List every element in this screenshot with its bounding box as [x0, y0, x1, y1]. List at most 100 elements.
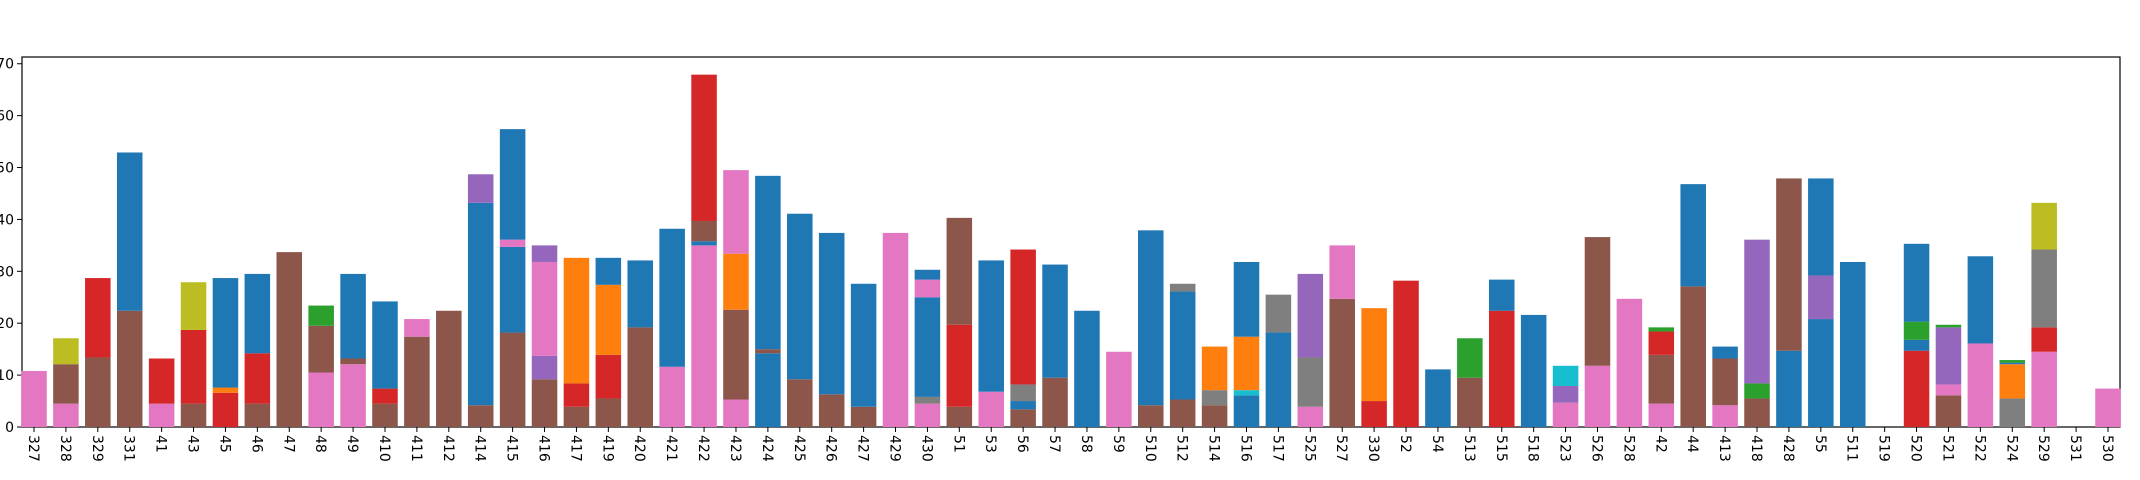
- x-tick-label: 56: [1014, 435, 1030, 453]
- bar-segment: [1712, 358, 1738, 406]
- x-tick-label: 531: [2067, 435, 2083, 462]
- bar-segment: [755, 349, 781, 354]
- bar-segment: [276, 252, 303, 427]
- bar-segment: [1552, 365, 1579, 387]
- bar-segment: [180, 329, 207, 404]
- bar-segment: [914, 297, 941, 397]
- x-tick-label: 415: [504, 435, 520, 462]
- bar-segment: [755, 175, 781, 350]
- x-tick-label: 522: [1971, 435, 1987, 462]
- bar-segment: [1010, 249, 1036, 385]
- x-tick-label: 330: [1365, 435, 1381, 462]
- bar-segment: [1935, 327, 1962, 385]
- x-tick-label: 512: [1174, 435, 1190, 462]
- x-tick-label: 51: [950, 435, 966, 453]
- y-tick-label: 40: [0, 212, 14, 228]
- x-tick-label: 514: [1206, 435, 1222, 462]
- bar-segment: [946, 406, 973, 427]
- x-tick-label: 410: [376, 435, 392, 462]
- x-tick-label: 49: [344, 435, 360, 453]
- bar-segment: [946, 324, 973, 407]
- x-tick-label: 526: [1588, 435, 1604, 462]
- bar-segment: [1999, 364, 2026, 399]
- bar-segment: [1967, 256, 1994, 344]
- bar-segment: [1648, 327, 1675, 332]
- x-tick-label: 426: [823, 435, 839, 462]
- bar-segment: [180, 282, 207, 330]
- x-tick-label: 423: [727, 435, 743, 462]
- bar-segment: [1265, 294, 1292, 333]
- bar-segment: [1297, 273, 1324, 358]
- y-tick-label: 70: [0, 57, 14, 73]
- bar-segment: [499, 129, 526, 240]
- bar-segment: [1425, 369, 1451, 427]
- bar-segment: [882, 232, 909, 427]
- bar-segment: [2031, 202, 2057, 250]
- bar-segment: [1329, 245, 1355, 299]
- plot-frame: [21, 56, 2121, 428]
- bar-segment: [1744, 383, 1770, 399]
- bar-segment: [627, 327, 654, 427]
- bar-segment: [1903, 339, 1930, 351]
- bar-segment: [1201, 346, 1228, 391]
- x-tick-label: 513: [1461, 435, 1477, 462]
- bar-segment: [1776, 178, 1802, 351]
- x-tick-label: 425: [791, 435, 807, 462]
- bar-segment: [340, 364, 366, 427]
- x-tick-label: 424: [759, 435, 775, 462]
- bar-segment: [1233, 261, 1260, 337]
- bar-segment: [1903, 350, 1930, 427]
- bar-segment: [1169, 283, 1196, 292]
- bar-segment: [53, 403, 79, 427]
- bar-segment: [1648, 403, 1675, 427]
- x-tick-label: 510: [1142, 435, 1158, 462]
- x-tick-label: 528: [1620, 435, 1636, 462]
- bar-segment: [116, 152, 143, 311]
- bar-segment: [1074, 310, 1100, 427]
- bar-segment: [1138, 230, 1164, 406]
- bar-segment: [1616, 298, 1643, 427]
- bar-segment: [1106, 351, 1132, 427]
- bar-segment: [212, 278, 239, 388]
- bar-segment: [499, 246, 526, 333]
- bar-segment: [1329, 298, 1355, 427]
- x-tick-label: 59: [1110, 435, 1126, 453]
- bar-segment: [1488, 310, 1515, 427]
- bar-segment: [531, 355, 558, 380]
- y-tick-label: 30: [0, 264, 14, 280]
- bar-segment: [563, 383, 590, 407]
- bar-segment: [914, 269, 941, 280]
- bar-segment: [467, 202, 494, 406]
- bar-segment: [1233, 390, 1260, 396]
- x-tick-label: 52: [1397, 435, 1413, 453]
- x-tick-label: 527: [1333, 435, 1349, 462]
- bar-segment: [340, 273, 366, 359]
- bar-segment: [595, 398, 622, 427]
- bar-segment: [467, 174, 494, 203]
- x-tick-label: 515: [1493, 435, 1509, 462]
- bar-segment: [563, 406, 590, 427]
- bar-segment: [1680, 286, 1706, 427]
- bar-segment: [212, 387, 239, 393]
- bar-segment: [1233, 395, 1260, 427]
- x-tick-label: 521: [1939, 435, 1955, 462]
- x-tick-label: 53: [982, 435, 998, 453]
- x-tick-label: 427: [855, 435, 871, 462]
- bar-segment: [1648, 354, 1675, 404]
- bar-segment: [914, 279, 941, 298]
- bar-segment: [1201, 405, 1228, 427]
- x-tick-label: 519: [1876, 435, 1892, 462]
- bar-segment: [595, 257, 622, 285]
- bar-segment: [1680, 184, 1706, 287]
- bar-segment: [914, 403, 941, 427]
- bar-segment: [499, 332, 526, 427]
- bar-segment: [1361, 308, 1387, 402]
- x-tick-label: 46: [248, 435, 264, 453]
- bar-segment: [1457, 377, 1483, 427]
- bar-segment: [180, 403, 207, 427]
- bar-segment: [787, 213, 813, 380]
- x-tick-label: 420: [631, 435, 647, 462]
- bar-segment: [691, 74, 717, 221]
- x-tick-label: 328: [57, 435, 73, 462]
- bar-segment: [755, 353, 781, 427]
